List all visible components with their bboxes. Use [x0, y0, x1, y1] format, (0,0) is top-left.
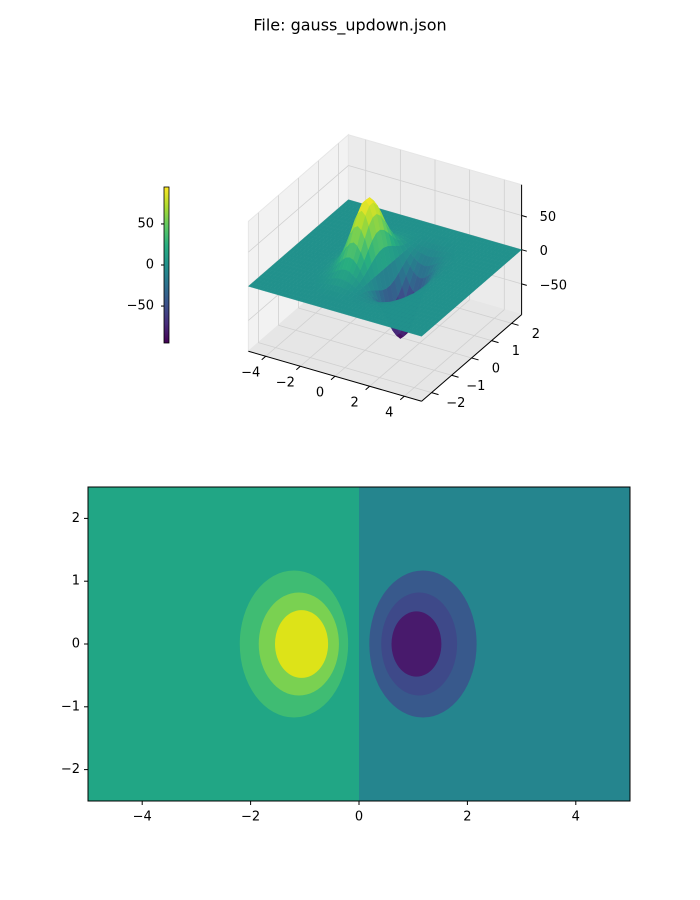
tick-mark [511, 322, 519, 326]
colorbar-tick-label: 50 [137, 216, 154, 231]
surface-facet [357, 210, 366, 231]
y-tick-label: −2 [61, 762, 80, 777]
tick-mark [330, 375, 336, 381]
x-tick-label: 0 [316, 386, 324, 401]
surface-facet [417, 331, 427, 337]
grid-line [278, 324, 452, 376]
grid-line [248, 165, 349, 253]
tick-mark [491, 340, 499, 344]
y-tick-label: −1 [61, 699, 80, 714]
x-tick-label: 4 [572, 810, 580, 825]
tick-mark [261, 355, 267, 361]
y-tick-label: 2 [72, 511, 80, 526]
tick-mark [521, 283, 527, 286]
y-tick-label: 2 [532, 327, 540, 342]
y-tick-label: −1 [466, 379, 485, 394]
x-tick-label: 4 [385, 406, 393, 421]
y-tick-label: 1 [72, 574, 80, 589]
contour-level [391, 611, 442, 677]
x-tick-label: −4 [241, 366, 260, 381]
grid-line [348, 165, 522, 216]
tick-mark [521, 249, 527, 252]
tick-mark [521, 215, 527, 218]
colorbar-tick-label: −50 [127, 299, 154, 314]
y-axis-line [421, 314, 522, 402]
tick-mark [296, 365, 301, 371]
colorbar-tick-label: 0 [146, 258, 154, 273]
tick-mark [471, 357, 479, 361]
x-tick-label: −2 [241, 810, 260, 825]
tick-mark [365, 385, 370, 391]
x-tick-label: 2 [350, 396, 358, 411]
grid-line [298, 307, 472, 359]
x-tick-label: −2 [276, 376, 295, 391]
tick-mark [451, 374, 459, 378]
y-tick-label: 0 [72, 637, 80, 652]
x-axis-line [248, 350, 422, 402]
figure-title: File: gauss_updown.json [253, 16, 446, 36]
colorbar [163, 186, 170, 344]
y-tick-label: 0 [492, 361, 500, 376]
surface [247, 197, 523, 339]
x-tick-label: −4 [133, 810, 152, 825]
y-tick-label: 1 [512, 344, 520, 359]
x-tick-label: 0 [355, 810, 363, 825]
tick-mark [431, 392, 439, 396]
z-tick-label: 0 [540, 244, 548, 259]
z-tick-label: −50 [540, 278, 567, 293]
grid-line [258, 342, 432, 393]
y-tick-label: −2 [446, 396, 465, 411]
tick-mark [399, 395, 405, 401]
z-tick-label: 50 [540, 210, 557, 225]
contour-level [274, 610, 329, 678]
x-tick-label: 2 [463, 810, 471, 825]
